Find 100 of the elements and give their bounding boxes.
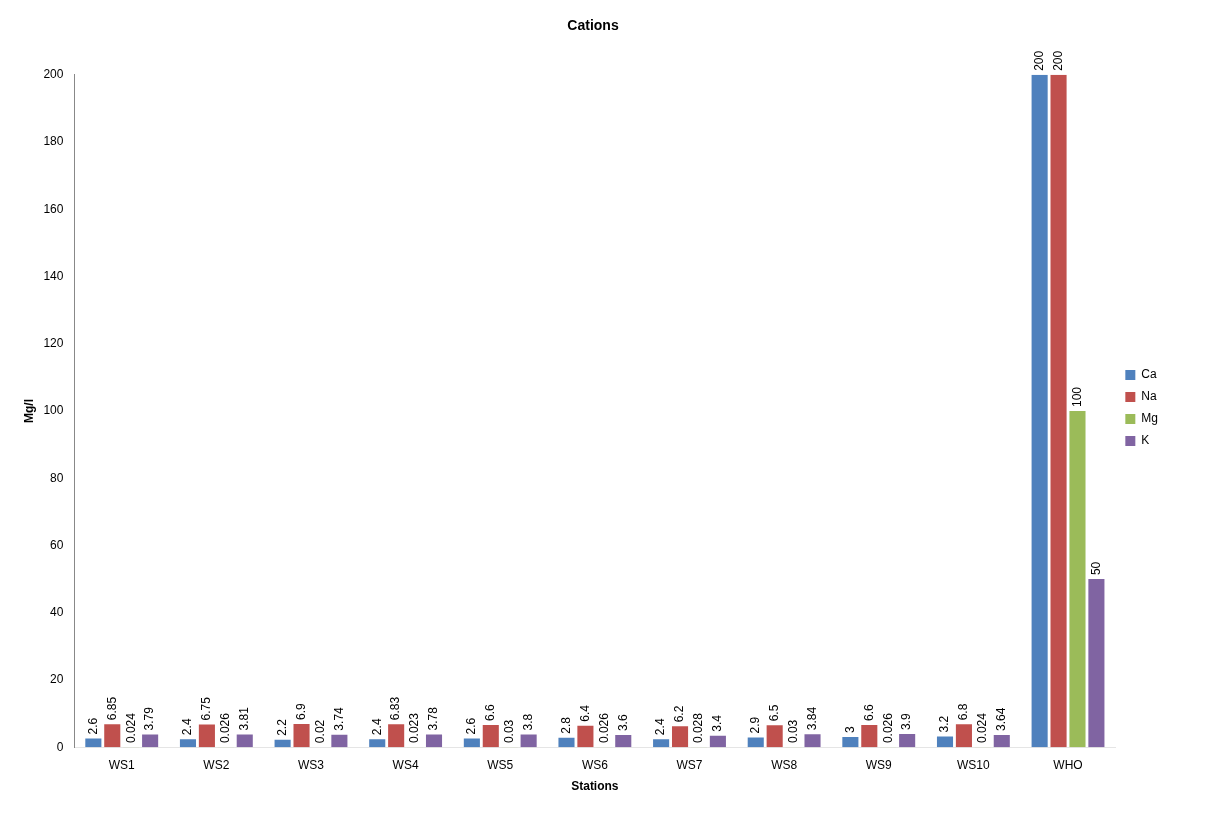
legend-label: Na [1141,389,1157,404]
data-label: 0.02 [312,719,327,744]
data-label: 3.74 [331,706,346,731]
bar [899,734,916,748]
bar [198,724,215,748]
data-label: 2.9 [748,716,763,734]
data-label: 3.4 [710,714,725,732]
bar [766,725,783,748]
data-label: 6.6 [861,704,876,722]
bar [615,735,632,748]
x-tick-label: WS8 [771,757,798,772]
data-label: 0.024 [123,712,138,744]
bar [369,739,386,748]
y-tick-label: 120 [43,336,64,351]
bar [179,739,197,748]
data-label: 3.79 [142,706,157,731]
legend-label: Ca [1141,367,1157,382]
y-tick-label: 100 [43,403,64,418]
bar [142,734,159,748]
y-tick-label: 20 [50,672,64,687]
data-label: 0.023 [407,712,422,744]
data-label: 3.2 [937,715,952,733]
y-tick-label: 0 [56,739,64,754]
y-tick-label: 80 [50,470,64,485]
bar [709,735,726,748]
bar [293,724,310,748]
legend-label: K [1141,433,1150,448]
y-tick-label: 180 [43,134,64,149]
data-label: 2.2 [274,718,289,736]
data-label: 100 [1069,386,1084,407]
bar [463,738,480,748]
data-label: 2.4 [653,718,668,736]
data-label: 6.4 [577,704,592,722]
bar [482,725,499,748]
y-tick-label: 140 [43,268,64,283]
data-label: 2.4 [180,718,195,736]
data-label: 6.8 [956,703,971,721]
data-label: 0.026 [218,712,233,744]
bar [558,737,575,748]
bar [955,724,972,748]
x-tick-label: WS7 [676,757,703,772]
data-label: 6.85 [104,696,119,721]
x-tick-label: WS6 [581,757,609,772]
data-label: 3.81 [237,706,252,731]
data-label: 3.6 [615,714,630,732]
bar [861,725,878,748]
bar [653,739,670,748]
x-tick-label: WS1 [108,757,136,772]
bar [672,726,689,748]
x-tick-label: WS10 [957,757,991,772]
x-tick-label: WS4 [392,757,419,772]
data-label: 3.8 [520,713,535,731]
data-label: 2.6 [85,717,100,735]
bar [747,737,764,748]
data-label: 6.6 [483,704,498,722]
data-label: 6.2 [672,705,687,723]
x-tick-label: WS2 [203,757,230,772]
data-label: 6.5 [766,704,781,722]
data-label: 6.75 [199,696,214,721]
data-label: 0.03 [502,719,517,744]
y-axis-title: Mg/l [21,399,36,423]
bar [388,724,405,748]
bar [1088,579,1105,748]
data-label: 3.9 [899,713,914,731]
data-label: 50 [1088,561,1103,576]
bar [993,734,1010,748]
data-label: 0.024 [975,712,990,744]
x-axis-title: Stations [571,779,619,794]
y-tick-label: 160 [43,201,64,216]
bar [577,725,594,748]
data-label: 3.64 [994,707,1009,731]
data-label: 0.028 [691,712,706,744]
data-label: 2.8 [558,716,573,734]
bar [104,724,121,748]
data-label: 0.026 [596,712,611,744]
bar [331,734,348,748]
data-label: 2.4 [369,718,384,736]
bar [1050,74,1067,748]
data-label: 2.6 [464,717,479,735]
y-tick-label: 200 [43,67,64,82]
data-label: 200 [1031,50,1046,71]
bar [425,734,443,748]
bar [1031,74,1048,748]
y-tick-label: 60 [50,537,64,552]
data-label: 0.03 [785,719,800,744]
data-label: 3.78 [426,706,441,731]
bar [520,734,537,748]
x-tick-label: WHO [1053,757,1083,772]
legend-label: Mg [1141,411,1158,426]
bar [804,734,821,748]
bar [85,738,102,748]
y-tick-label: 40 [50,605,64,620]
data-label: 6.83 [388,696,403,721]
bar [842,737,859,748]
data-label: 0.026 [880,712,895,744]
bar [236,734,253,748]
bar [274,739,291,748]
data-label: 3 [842,726,857,734]
data-label: 6.9 [293,702,308,720]
x-tick-label: WS3 [297,757,325,772]
